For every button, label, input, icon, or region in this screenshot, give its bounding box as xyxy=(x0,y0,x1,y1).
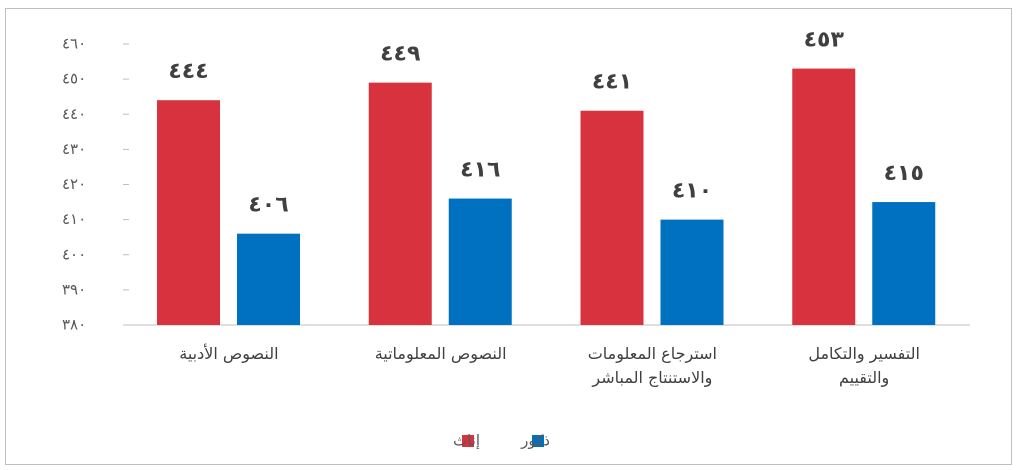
bar xyxy=(448,198,512,325)
bar xyxy=(792,68,856,326)
data-label: ٤٠٦ xyxy=(248,193,288,218)
data-label: ٤١٦ xyxy=(460,158,500,183)
legend-swatch xyxy=(462,435,474,447)
x-tick-label: التفسير والتكامل والتقييم xyxy=(808,344,920,387)
y-tick-label: ٤٥٠ xyxy=(62,70,86,88)
y-tick-label: ٤٠٠ xyxy=(62,245,86,263)
y-tick-label: ٤١٠ xyxy=(62,210,86,228)
y-tick-label: ٤٤٠ xyxy=(62,105,86,123)
x-tick-label: النصوص المعلوماتية xyxy=(374,344,507,363)
x-tick-label: النصوص الأدبية xyxy=(179,344,279,363)
y-tick-label: ٤٦٠ xyxy=(62,35,86,53)
legend-label: إناث xyxy=(453,432,480,450)
bar xyxy=(872,202,936,325)
bar xyxy=(368,82,432,325)
y-tick-label: ٣٨٠ xyxy=(62,316,86,334)
legend-swatch xyxy=(532,435,544,447)
bar xyxy=(660,219,724,325)
y-tick-label: ٤٢٠ xyxy=(62,175,86,193)
data-label: ٤٤٩ xyxy=(380,42,420,67)
bar xyxy=(237,233,300,325)
data-label: ٤١٠ xyxy=(672,179,712,204)
legend-label: ذكور xyxy=(520,432,550,450)
bar xyxy=(157,100,220,325)
frame xyxy=(5,8,1012,465)
x-tick-label: استرجاع المعلومات والاستنتاج المباشر xyxy=(587,344,717,387)
y-tick-label: ٤٣٠ xyxy=(62,140,86,158)
y-tick-label: ٣٩٠ xyxy=(62,280,86,298)
data-label: ٤٥٣ xyxy=(804,28,845,53)
data-label: ٤٤٤ xyxy=(168,59,208,84)
data-label: ٤٤١ xyxy=(592,70,632,95)
bar xyxy=(580,110,644,325)
data-label: ٤١٥ xyxy=(884,161,924,186)
